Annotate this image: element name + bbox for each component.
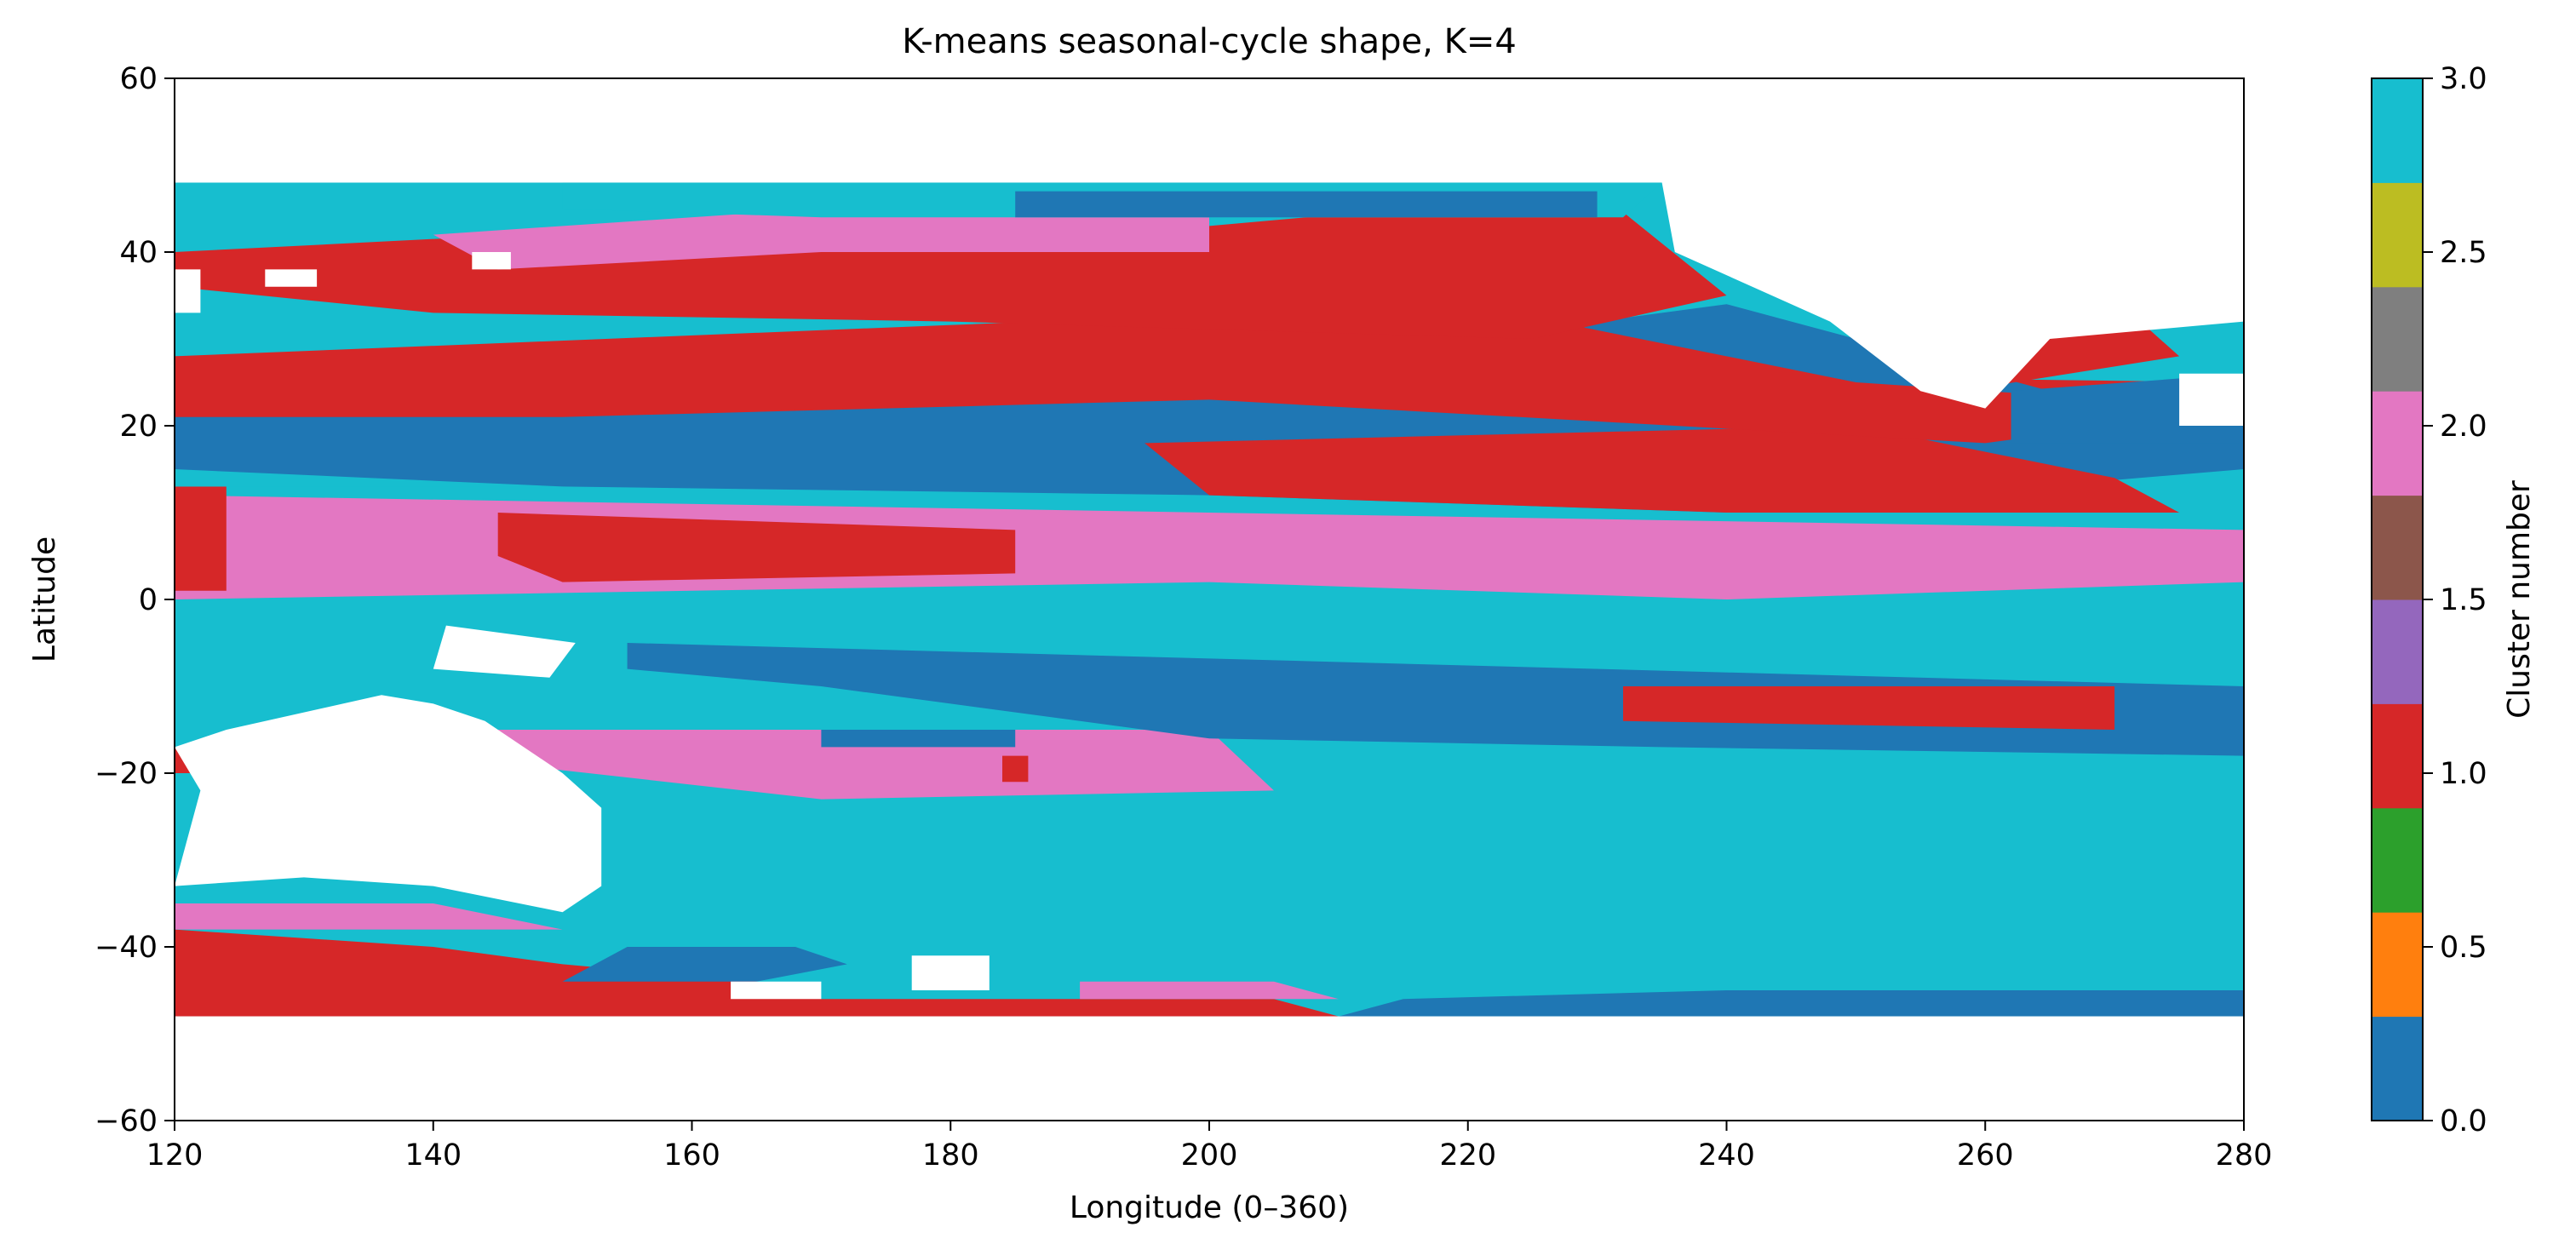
colorbar-segment bbox=[2372, 703, 2423, 809]
colorbar-segment bbox=[2372, 1016, 2423, 1121]
x-tick-label: 280 bbox=[2216, 1138, 2273, 1173]
x-tick-label: 180 bbox=[922, 1138, 979, 1173]
colorbar-segment bbox=[2372, 182, 2423, 288]
no-data-mask bbox=[175, 269, 201, 313]
no-data-mask bbox=[433, 625, 576, 678]
no-data-mask bbox=[175, 695, 602, 913]
cluster-1-region bbox=[1623, 686, 2115, 730]
no-data-mask bbox=[911, 955, 990, 990]
y-axis: −60 −40 −20 0 20 40 60 bbox=[95, 62, 175, 1138]
colorbar-tick-label: 2.0 bbox=[2440, 410, 2487, 444]
cluster-1-region bbox=[175, 304, 2244, 444]
colorbar-segment bbox=[2372, 495, 2423, 600]
cluster-1-region bbox=[175, 486, 227, 591]
cluster-1-region bbox=[1002, 755, 1029, 783]
colorbar-tick-label: 0.5 bbox=[2440, 931, 2487, 965]
cluster-1-region bbox=[175, 191, 1727, 339]
cluster-0-region bbox=[562, 947, 847, 982]
colorbar-tick-label: 1.0 bbox=[2440, 757, 2487, 791]
cluster-0-region bbox=[627, 643, 2244, 756]
x-tick-label: 120 bbox=[146, 1138, 204, 1173]
y-tick-label: 60 bbox=[119, 62, 158, 96]
no-data-mask bbox=[472, 252, 511, 270]
cluster-regions bbox=[175, 78, 2244, 1121]
colorbar-segment bbox=[2372, 807, 2423, 913]
colorbar-segment bbox=[2372, 391, 2423, 496]
colorbar-label: Cluster number bbox=[2502, 480, 2537, 719]
y-tick-label: 40 bbox=[119, 236, 158, 270]
colorbar-tick-label: 3.0 bbox=[2440, 62, 2487, 96]
cluster-1-region bbox=[1145, 426, 2180, 513]
y-tick-label: 20 bbox=[119, 410, 158, 444]
y-tick-label: −60 bbox=[95, 1104, 158, 1138]
colorbar-tick-label: 2.5 bbox=[2440, 236, 2487, 270]
cluster-1-region bbox=[175, 929, 1339, 1017]
no-data-mask bbox=[731, 981, 822, 1000]
x-axis-label: Longitude (0–360) bbox=[1070, 1190, 1349, 1225]
no-data-mask bbox=[2050, 182, 2244, 252]
cluster-0-region bbox=[821, 730, 1016, 748]
x-tick-label: 160 bbox=[663, 1138, 720, 1173]
y-axis-label: Latitude bbox=[27, 536, 62, 662]
cluster-2-region bbox=[433, 209, 1209, 270]
x-axis: 120 140 160 180 200 220 240 260 280 bbox=[146, 1121, 2273, 1173]
x-tick-label: 260 bbox=[1957, 1138, 2014, 1173]
colorbar-tick-label: 0.0 bbox=[2440, 1104, 2487, 1138]
colorbar-segment bbox=[2372, 912, 2423, 1018]
no-data-mask bbox=[265, 269, 318, 287]
no-data-mask bbox=[2179, 373, 2244, 426]
no-data-mask bbox=[175, 78, 2244, 409]
y-tick-label: −40 bbox=[95, 931, 158, 965]
x-tick-label: 140 bbox=[404, 1138, 462, 1173]
cluster-1-region bbox=[497, 513, 1016, 582]
cluster-2-region bbox=[175, 903, 563, 930]
plot-area bbox=[174, 77, 2245, 1121]
y-tick-label: 0 bbox=[139, 583, 158, 617]
cluster-2-region bbox=[1080, 981, 1339, 1000]
y-tick-label: −20 bbox=[95, 757, 158, 791]
cluster-0-region bbox=[1338, 990, 2244, 1017]
x-tick-label: 220 bbox=[1439, 1138, 1496, 1173]
x-tick-label: 200 bbox=[1181, 1138, 1238, 1173]
colorbar-segment bbox=[2372, 286, 2423, 392]
cluster-0-region bbox=[1015, 191, 1598, 218]
no-data-mask bbox=[175, 1016, 2244, 1121]
chart-title: K-means seasonal-cycle shape, K=4 bbox=[902, 22, 1517, 61]
colorbar-segment bbox=[2372, 599, 2423, 704]
colorbar-segment bbox=[2372, 78, 2423, 183]
colorbar-tick-label: 1.5 bbox=[2440, 583, 2487, 617]
colorbar: 0.0 0.5 1.0 1.5 2.0 2.5 3.0 bbox=[2371, 62, 2487, 1138]
x-tick-label: 240 bbox=[1698, 1138, 1755, 1173]
